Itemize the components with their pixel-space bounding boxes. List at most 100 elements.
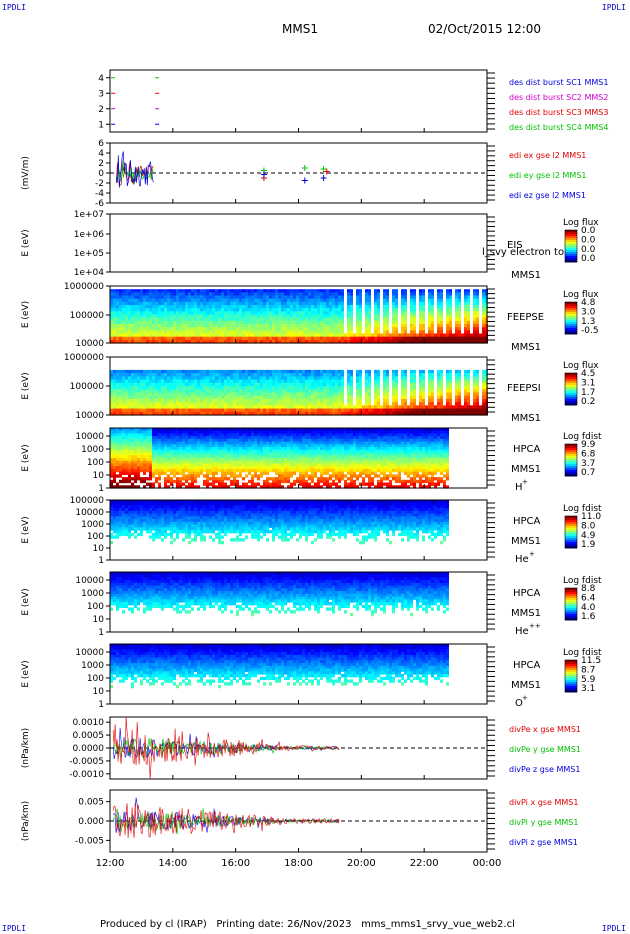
panel_feepsi-spectrogram-cell (200, 369, 203, 374)
panel_feepse-spectrogram-cell (266, 301, 269, 306)
panel_feepsi-spectrogram-cell (140, 405, 143, 410)
panel_feepsi-spectrogram-cell (176, 379, 179, 384)
panel_feepse-spectrogram-cell (224, 339, 227, 344)
panel_feepse-spectrogram-cell (275, 289, 278, 293)
panel_feepse-spectrogram-cell (194, 320, 197, 325)
panel_feepse-spectrogram-cell (116, 308, 119, 312)
panel_feepse-spectrogram-cell (212, 320, 215, 325)
panel_feepse-spectrogram-cell (284, 311, 287, 316)
panel_feepse-spectrogram-cell (314, 324, 317, 328)
panel_feepsi-spectrogram-cell (164, 392, 167, 397)
panel_feepse-spectrogram-cell (311, 298, 314, 303)
panel_feepsi-spectrogram-cell (200, 395, 203, 400)
panel_feepse-spectrogram-cell (422, 292, 425, 297)
panel_feepse-spectrogram-cell (176, 298, 179, 303)
panel_feepse-spectrogram-cell (242, 324, 245, 328)
panel_feepse-spectrogram-cell (449, 289, 452, 293)
panel_hpca_h-spectrogram-cell (236, 474, 239, 478)
panel_feepsi-spectrogram-cell (281, 398, 284, 403)
panel_feepse-spectrogram-cell (146, 339, 149, 344)
panel_feepse-spectrogram-cell (317, 308, 320, 312)
panel_feepse-spectrogram-cell (230, 308, 233, 312)
panel_feepse-spectrogram-cell (113, 317, 116, 322)
panel_feepse-spectrogram-cell (110, 311, 113, 316)
panel_feepsi-spectrogram-cell (128, 411, 131, 416)
panel_feepsi-spectrogram-cell (170, 389, 173, 394)
panel_edi-ytick-label: -4 (95, 189, 104, 199)
panel_feepsi-spectrogram-cell (296, 392, 299, 397)
panel_feepsi-spectrogram-cell (125, 392, 128, 397)
panel_feepse-spectrogram-cell (452, 336, 455, 341)
panel_feepse-spectrogram-cell (146, 330, 149, 335)
panel_feepse-spectrogram-cell (401, 298, 404, 303)
panel_feepse-spectrogram-cell (233, 314, 236, 319)
panel_feepsi-spectrogram-cell (206, 369, 209, 374)
panel_feepse-spectrogram-cell (350, 295, 353, 300)
panel_feepsi-spectrogram-cell (284, 395, 287, 400)
panel_feepse-spectrogram-cell (170, 333, 173, 338)
panel_feepse-spectrogram-cell (326, 336, 329, 341)
panel_feepsi-spectrogram-cell (164, 379, 167, 384)
panel_feepse-spectrogram-cell (464, 305, 467, 309)
panel_feepse-spectrogram-cell (464, 314, 467, 319)
panel_feepse-spectrogram-cell (284, 324, 287, 328)
panel_feepsi-spectrogram-cell (179, 376, 182, 381)
panel_feepsi-spectrogram-cell (239, 402, 242, 406)
panel_feepse-spectrogram-cell (170, 292, 173, 297)
panel_feepse-spectrogram-cell (248, 324, 251, 328)
panel_feepsi-spectrogram-cell (308, 392, 311, 397)
panel_feepse-spectrogram-cell (251, 289, 254, 293)
panel_feepse-spectrogram-cell (194, 317, 197, 322)
panel_feepsi-spectrogram-cell (143, 389, 146, 394)
panel_feepse-spectrogram-cell (323, 320, 326, 325)
panel_feepsi-spectrogram-cell (227, 411, 230, 416)
panel_feepsi-spectrogram-cell (266, 395, 269, 400)
panel_feepsi-spectrogram-cell (296, 395, 299, 400)
panel_feepsi-spectrogram-cell (137, 382, 140, 387)
panel_feepsi-spectrogram-cell (251, 395, 254, 400)
panel_feepse-spectrogram-cell (173, 339, 176, 344)
panel_feepse-spectrogram-cell (155, 295, 158, 300)
panel_feepse-spectrogram-cell (170, 336, 173, 341)
panel_feepse-spectrogram-cell (290, 327, 293, 331)
panel_feepse-spectrogram-cell (293, 339, 296, 344)
panel_feepse-spectrogram-cell (332, 308, 335, 312)
panel_feepse-spectrogram-cell (455, 336, 458, 341)
panel_feepsi-spectrogram-cell (233, 395, 236, 400)
panel_feepse-spectrogram-cell (383, 298, 386, 303)
panel_feepsi-spectrogram-cell (239, 408, 242, 413)
panel_feepse-colorbar-cell (565, 306, 577, 309)
panel_feepse-spectrogram-cell (224, 311, 227, 316)
panel_feepse-spectrogram-cell (197, 314, 200, 319)
panel_feepse-spectrogram-cell (422, 317, 425, 322)
panel_feepse-spectrogram-cell (122, 289, 125, 293)
panel_feepse-spectrogram-cell (248, 327, 251, 331)
panel_feepsi-spectrogram-cell (185, 395, 188, 400)
panel_feepse-spectrogram-cell (275, 301, 278, 306)
panel_feepsi-spectrogram-cell (296, 373, 299, 377)
panel_feepse-spectrogram-cell (155, 308, 158, 312)
panel_feepsi-spectrogram-cell (179, 386, 182, 390)
panel_feepse-spectrogram-cell (347, 289, 350, 293)
panel_feepsi-spectrogram-cell (221, 392, 224, 397)
panel_feepse-spectrogram-cell (218, 330, 221, 335)
panel_feepsi-spectrogram-cell (197, 376, 200, 381)
panel_feepse-spectrogram-cell (215, 305, 218, 309)
panel_feepse-spectrogram-cell (188, 333, 191, 338)
panel_feepse-spectrogram-cell (284, 336, 287, 341)
panel_feepse-spectrogram-cell (482, 295, 485, 300)
panel_feepse-spectrogram-cell (236, 333, 239, 338)
panel_feepse-spectrogram-cell (323, 305, 326, 309)
panel_feepse-spectrogram-cell (188, 324, 191, 328)
panel_feepse-spectrogram-cell (113, 295, 116, 300)
panel_feepse-spectrogram-cell (224, 317, 227, 322)
panel_feepse-spectrogram-cell (419, 301, 422, 306)
panel_feepse-spectrogram-cell (227, 308, 230, 312)
panel_feepse-spectrogram-cell (221, 295, 224, 300)
panel_feepsi-spectrogram-cell (185, 379, 188, 384)
panel_feepse-spectrogram-cell (218, 308, 221, 312)
panel_feepse-spectrogram-cell (185, 333, 188, 338)
panel_feepse-spectrogram-cell (248, 336, 251, 341)
panel_feepsi-spectrogram-cell (251, 398, 254, 403)
panel_feepse-spectrogram-cell (110, 320, 113, 325)
